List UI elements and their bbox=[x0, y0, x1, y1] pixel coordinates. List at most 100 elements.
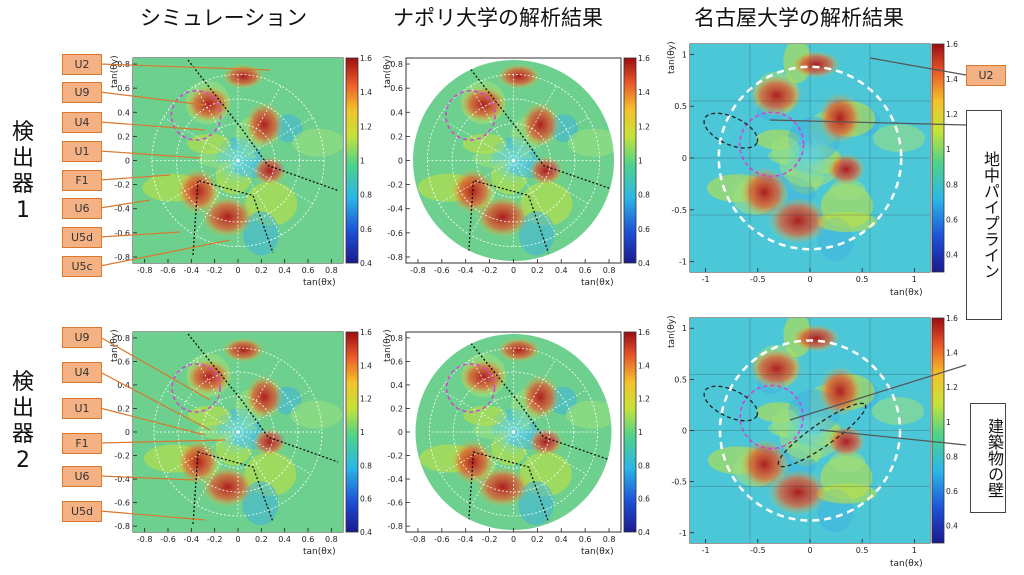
y-tick-label: 0.4 bbox=[117, 381, 130, 390]
x-tick-label: 0.2 bbox=[531, 266, 544, 275]
heatmap-panel: -0.8 -0.6 -0.4 -0.2 0 0.2 0.4 0.6 0.8 -0.8 -0.6 -0.… bbox=[383, 328, 650, 557]
polar-spoke bbox=[165, 431, 239, 475]
connector-line bbox=[99, 174, 171, 181]
y-tick-label: -0.8 bbox=[387, 253, 403, 262]
x-tick-label: 0 bbox=[807, 546, 812, 555]
heatmap-hotspot bbox=[521, 102, 560, 148]
y-tick-label: 0 bbox=[398, 157, 403, 166]
x-axis-label: tan(θx) bbox=[890, 288, 923, 298]
building-outline bbox=[467, 451, 550, 525]
y-tick-label: -0.5 bbox=[671, 478, 687, 487]
x-tick-label: -1 bbox=[702, 546, 710, 555]
polar-spoke bbox=[237, 431, 311, 475]
heatmap-hotspot bbox=[245, 375, 284, 419]
x-tick-label: -0.5 bbox=[750, 275, 766, 284]
x-axis-label: tan(θx) bbox=[581, 278, 614, 288]
y-tick-label: 1 bbox=[682, 324, 687, 333]
colorbar-tick-label: 1.4 bbox=[946, 75, 958, 84]
y-tick-label: 0.6 bbox=[390, 357, 403, 366]
x-tick-label: -0.6 bbox=[434, 266, 450, 275]
heatmap-hotspot bbox=[475, 467, 530, 507]
polar-spoke bbox=[513, 431, 587, 475]
x-tick-label: -0.6 bbox=[160, 535, 176, 544]
y-tick-label: -0.8 bbox=[114, 522, 130, 531]
x-tick-label: 0.6 bbox=[302, 266, 315, 275]
x-tick-label: 0 bbox=[807, 275, 812, 284]
colorbar-tick-label: 1.6 bbox=[638, 328, 650, 337]
y-tick-label: 0 bbox=[125, 428, 130, 437]
plot-area bbox=[690, 44, 930, 272]
colorbar-tick-label: 0.8 bbox=[638, 191, 650, 200]
y-tick-label: -0.4 bbox=[114, 205, 130, 214]
y-tick-label: -0.6 bbox=[114, 499, 130, 508]
label-u5d: U5d bbox=[62, 227, 102, 248]
heatmap-cell bbox=[816, 483, 877, 504]
y-tick-label: 0.4 bbox=[390, 381, 403, 390]
colorbar-tick-label: 1.6 bbox=[360, 54, 372, 63]
detector-2-label: 検出器2 bbox=[11, 370, 34, 473]
y-axis-label: tan(θy) bbox=[667, 41, 677, 74]
y-tick-label: -0.4 bbox=[114, 475, 130, 484]
polar-spoke bbox=[237, 389, 311, 433]
x-tick-label: 0.8 bbox=[603, 266, 616, 275]
x-tick-label: 0 bbox=[511, 266, 516, 275]
x-tick-label: 0.8 bbox=[603, 535, 616, 544]
connector-line bbox=[99, 199, 151, 209]
connector-line bbox=[99, 239, 231, 267]
x-tick-label: 1 bbox=[912, 546, 917, 555]
x-tick-label: -0.8 bbox=[137, 535, 153, 544]
title-nagoya: 名古屋大学の解析結果 bbox=[694, 6, 904, 30]
heatmap-hotspot bbox=[792, 50, 840, 79]
heatmap-hotspot bbox=[475, 196, 530, 238]
colorbar-tick-label: 0.4 bbox=[638, 259, 650, 268]
heatmap-hotspot bbox=[818, 93, 862, 144]
x-tick-label: -0.2 bbox=[207, 266, 223, 275]
label-u4: U4 bbox=[62, 112, 102, 133]
connector-line bbox=[99, 439, 226, 444]
y-tick-label: -0.6 bbox=[387, 499, 403, 508]
label-u5d-bottom: U5d bbox=[62, 501, 102, 522]
heatmap-cell bbox=[290, 400, 343, 429]
y-tick-label: 0.8 bbox=[117, 334, 130, 343]
connector-line bbox=[99, 371, 211, 431]
label-u4-bottom: U4 bbox=[62, 362, 102, 383]
x-tick-label: 1 bbox=[912, 275, 917, 284]
colorbar-tick-label: 1.6 bbox=[638, 54, 650, 63]
colorbar-tick-label: 1.4 bbox=[360, 88, 372, 97]
colorbar-tick-label: 1.6 bbox=[946, 40, 958, 49]
x-tick-label: -1 bbox=[702, 275, 710, 284]
y-tick-label: 0.4 bbox=[390, 108, 403, 117]
colorbar-tick-label: 0.4 bbox=[360, 259, 372, 268]
polar-ring bbox=[153, 347, 323, 517]
colorbar-tick-label: 0.6 bbox=[946, 487, 958, 496]
x-tick-label: -0.2 bbox=[482, 535, 498, 544]
connector-line bbox=[99, 407, 206, 436]
y-tick-label: 0 bbox=[398, 428, 403, 437]
plot-area bbox=[133, 58, 343, 263]
heatmap-hotspot bbox=[222, 338, 265, 362]
building-outline bbox=[192, 451, 274, 525]
connector-line bbox=[99, 63, 271, 71]
connector-line bbox=[99, 150, 201, 159]
y-tick-label: -0.2 bbox=[114, 452, 130, 461]
y-tick-label: 0.5 bbox=[674, 375, 687, 384]
heatmap-hotspot bbox=[459, 85, 508, 123]
heatmap-hotspot bbox=[497, 338, 541, 362]
magenta-region bbox=[170, 90, 222, 141]
heatmap-hotspot bbox=[245, 102, 284, 148]
heatmap-cell bbox=[829, 179, 866, 200]
colorbar-tick-label: 0.6 bbox=[360, 225, 372, 234]
y-tick-label: -0.6 bbox=[387, 229, 403, 238]
colorbar-tick-label: 1.2 bbox=[638, 122, 650, 131]
colorbar-tick-label: 0.6 bbox=[946, 215, 958, 224]
label-u6-bottom: U6 bbox=[62, 466, 102, 487]
y-tick-label: 0 bbox=[682, 154, 687, 163]
magenta-region bbox=[171, 363, 221, 413]
heatmap-panel: -1 -0.5 0 0.5 1 -1 -0.5 0 0.5 1 tan(θx) tan(θy) 0.4 0… bbox=[667, 314, 958, 569]
y-axis-label: tan(θy) bbox=[110, 55, 120, 88]
x-tick-label: 0.4 bbox=[555, 266, 568, 275]
x-axis-label: tan(θx) bbox=[303, 278, 336, 288]
y-tick-label: 0.4 bbox=[117, 108, 130, 117]
colorbar-tick-label: 0.8 bbox=[946, 452, 958, 461]
